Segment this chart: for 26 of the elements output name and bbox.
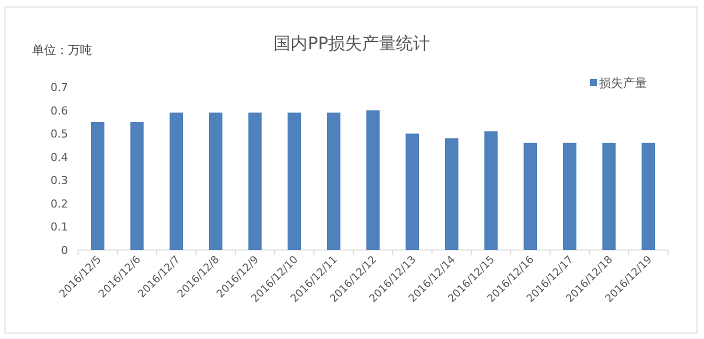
bar: [288, 112, 302, 250]
y-tick-label: 0.4: [50, 150, 68, 164]
y-tick-label: 0: [61, 244, 68, 257]
bar: [208, 112, 222, 250]
bar: [444, 138, 458, 250]
bar: [524, 142, 538, 250]
bar: [170, 112, 184, 250]
bar: [602, 142, 616, 250]
y-tick-label: 0.6: [50, 104, 68, 118]
bar: [366, 110, 380, 250]
y-axis-title: 单位：万吨: [32, 43, 92, 57]
y-tick-label: 0.5: [50, 128, 68, 141]
y-tick-label: 0.2: [50, 197, 68, 210]
bar: [484, 131, 498, 250]
bar: [90, 122, 104, 250]
chart-title: 国内PP损失产量统计: [274, 34, 430, 54]
y-tick-label: 0.3: [50, 174, 68, 188]
legend-label: 损失产量: [599, 76, 647, 90]
bar: [406, 134, 420, 250]
y-tick-label: 0.1: [50, 220, 68, 234]
bar: [248, 112, 262, 250]
y-tick-label: 0.7: [50, 81, 68, 94]
bar: [642, 142, 656, 250]
bar: [562, 142, 576, 250]
bar: [130, 122, 144, 250]
bar: [326, 112, 340, 250]
